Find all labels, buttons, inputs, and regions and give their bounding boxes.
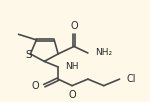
- Text: O: O: [68, 90, 76, 100]
- Text: NH₂: NH₂: [95, 48, 112, 58]
- Text: NH: NH: [65, 63, 79, 72]
- Text: S: S: [25, 50, 32, 60]
- Text: O: O: [70, 21, 78, 31]
- Text: O: O: [32, 81, 39, 91]
- Text: Cl: Cl: [126, 74, 136, 84]
